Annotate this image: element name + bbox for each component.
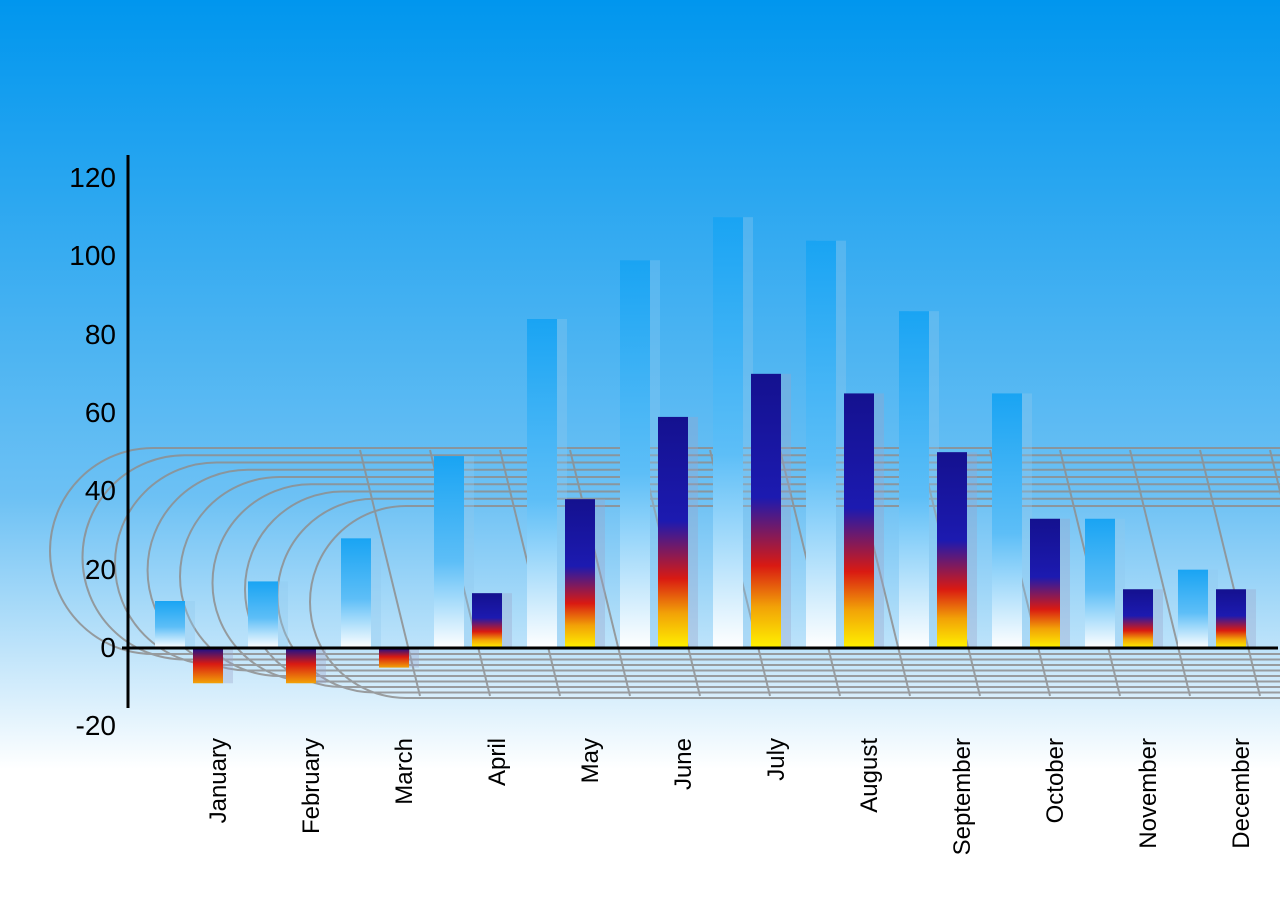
y-tick-label: 60 <box>56 397 116 429</box>
y-tick-label: 0 <box>56 632 116 664</box>
x-category-label: November <box>1135 738 1163 905</box>
x-category-label: December <box>1228 738 1256 905</box>
y-tick-label: -20 <box>56 710 116 742</box>
chart-canvas <box>0 0 1280 905</box>
y-tick-label: 120 <box>56 162 116 194</box>
monthly-bar-chart: -20 0 20 40 60 80 100 120 January February March Ap… <box>0 0 1280 905</box>
x-category-label: September <box>949 738 977 905</box>
x-category-label: March <box>391 738 419 905</box>
x-category-label: October <box>1042 738 1070 905</box>
x-category-label: August <box>856 738 884 905</box>
x-category-label: January <box>205 738 233 905</box>
x-category-label: July <box>763 738 791 905</box>
x-category-label: May <box>577 738 605 905</box>
y-tick-label: 80 <box>56 319 116 351</box>
y-tick-label: 40 <box>56 475 116 507</box>
x-category-label: June <box>670 738 698 905</box>
x-category-label: April <box>484 738 512 905</box>
y-tick-label: 20 <box>56 554 116 586</box>
x-category-label: February <box>298 738 326 905</box>
y-tick-label: 100 <box>56 240 116 272</box>
